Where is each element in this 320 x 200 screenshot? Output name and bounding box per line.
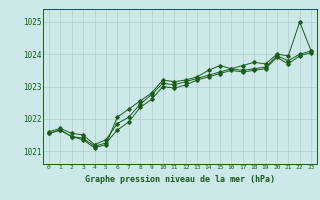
X-axis label: Graphe pression niveau de la mer (hPa): Graphe pression niveau de la mer (hPa) xyxy=(85,175,275,184)
